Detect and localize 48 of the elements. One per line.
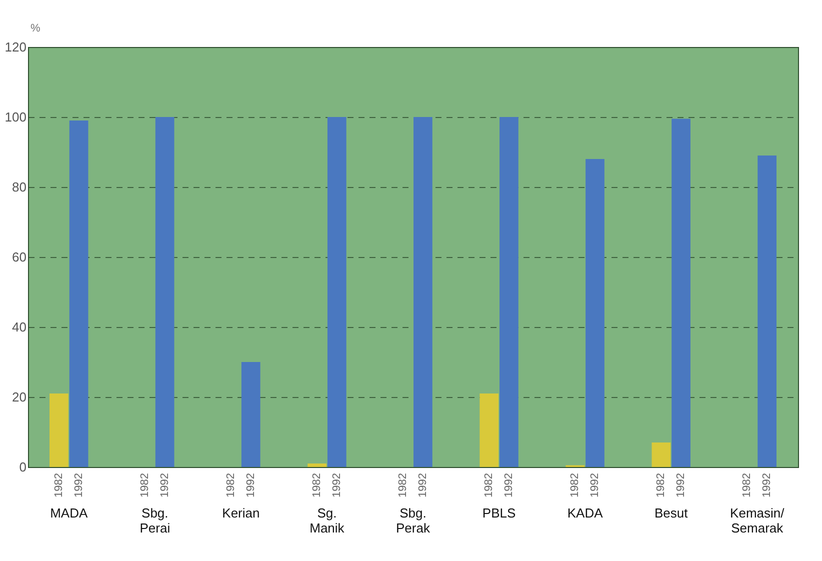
y-tick-label: 40: [12, 320, 26, 334]
x-tick-label: PBLS: [482, 506, 516, 520]
text: 1982: [225, 473, 238, 498]
y-tick-label: 120: [4, 40, 26, 54]
text: 1982: [311, 473, 324, 498]
x-tick-label: Kerian: [222, 506, 260, 520]
x-tick-label: Kemasin/ Semarak: [730, 506, 785, 536]
text: 1982: [569, 473, 582, 498]
text: 1992: [330, 473, 343, 498]
bar: [480, 394, 499, 467]
y-tick-label: 0: [19, 460, 26, 474]
text: 1992: [416, 473, 429, 498]
text: 1992: [502, 473, 515, 498]
y-tick-label: 60: [12, 250, 26, 264]
text: 1992: [675, 473, 688, 498]
x-tick-label: Sg. Manik: [310, 506, 345, 536]
text: 1982: [52, 473, 65, 498]
bar: [586, 159, 604, 467]
text: 1992: [244, 473, 257, 498]
bar: [413, 117, 432, 467]
text: 1992: [588, 473, 601, 498]
text: 1982: [483, 473, 496, 498]
y-tick-label: 80: [12, 180, 26, 194]
text: 1982: [138, 473, 151, 498]
bar: [50, 394, 68, 467]
text: 1992: [158, 473, 171, 498]
x-tick-label: MADA: [50, 506, 88, 520]
x-tick-label: Besut: [654, 506, 688, 520]
text: 1992: [761, 473, 774, 498]
bar: [652, 442, 671, 467]
text: 1982: [741, 473, 754, 498]
y-tick-label: 100: [4, 110, 26, 124]
bar: [155, 117, 174, 467]
bar: [308, 464, 326, 467]
y-axis-title: %: [30, 22, 40, 34]
bar: [241, 362, 260, 467]
y-tick-label: 20: [12, 390, 26, 404]
bar: [500, 117, 518, 467]
text: 1992: [72, 473, 85, 498]
bar: [327, 117, 346, 467]
text: 1982: [397, 473, 410, 498]
x-tick-label: Sbg. Perak: [396, 506, 430, 536]
bar: [758, 156, 776, 467]
x-tick-label: KADA: [567, 506, 604, 520]
bar: [672, 118, 690, 467]
bar: [69, 120, 88, 467]
text: 1982: [655, 473, 668, 498]
x-tick-label: Sbg. Perai: [140, 506, 170, 536]
